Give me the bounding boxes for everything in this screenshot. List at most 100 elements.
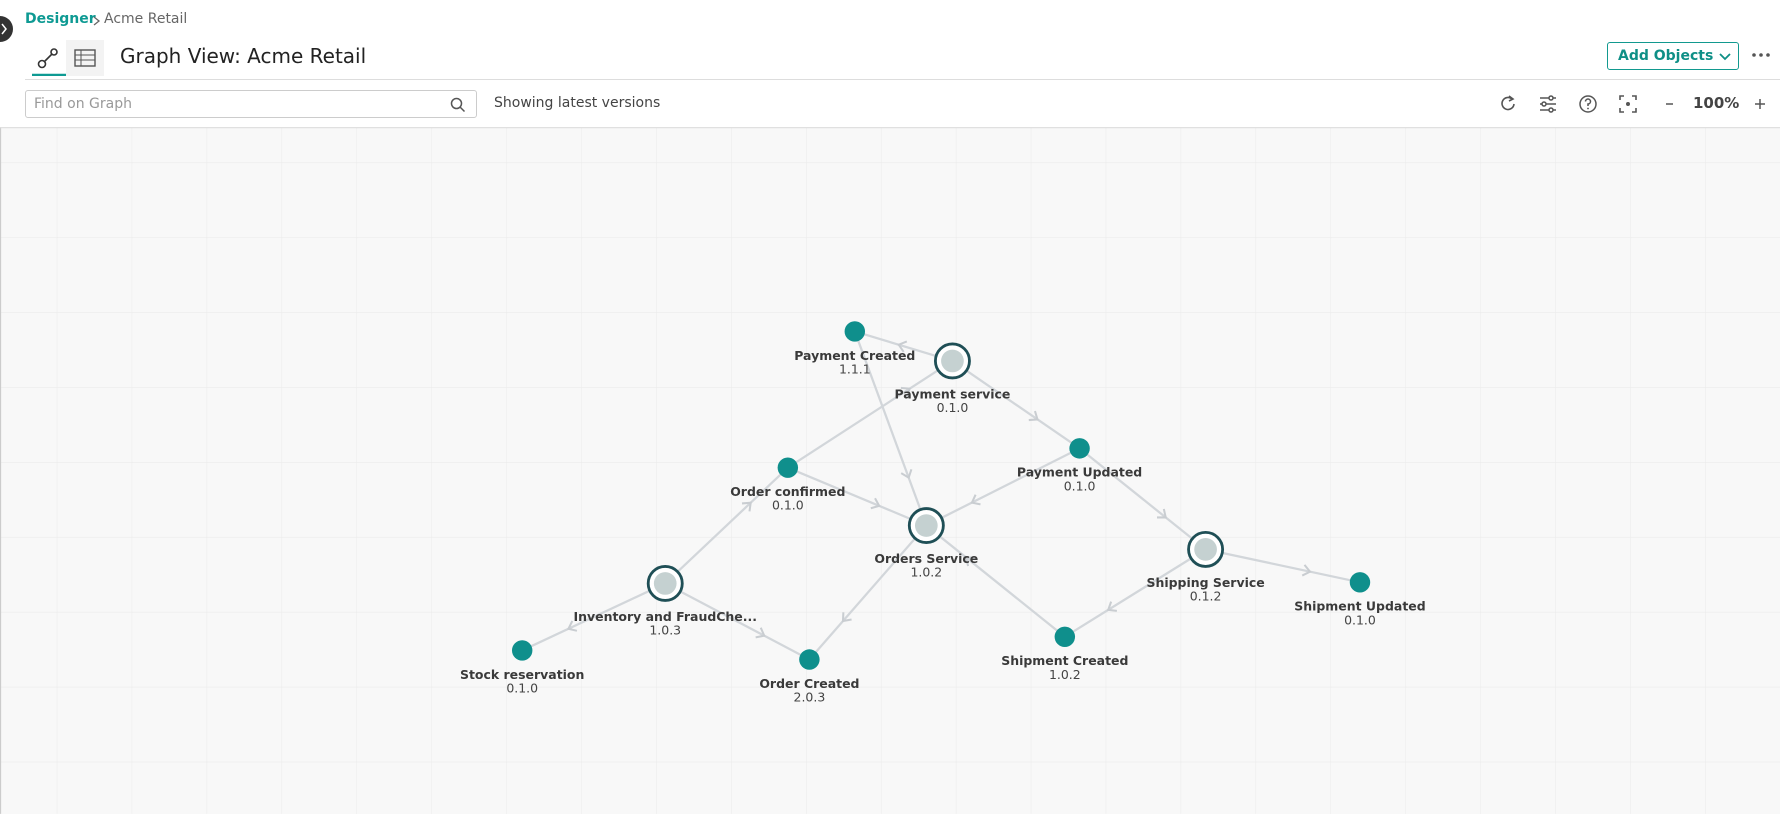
zoom-level: 100% [1693, 94, 1740, 112]
node-label: Payment Created [794, 348, 915, 363]
edge-arrow [1028, 410, 1039, 422]
edge [853, 331, 928, 526]
edge [925, 447, 1081, 527]
service-core [914, 514, 938, 537]
edge [521, 582, 666, 652]
node-version: 0.1.0 [937, 400, 969, 415]
edge-arrow [741, 501, 752, 512]
edge [787, 466, 927, 527]
search-box[interactable]: Find on Graph [25, 90, 477, 118]
more-menu[interactable] [1751, 50, 1771, 60]
edge [808, 524, 928, 661]
edge-arrow [1301, 564, 1312, 577]
node-version: 1.0.3 [649, 623, 681, 638]
node-version: 0.1.0 [1344, 612, 1376, 627]
refresh-icon[interactable] [1501, 95, 1515, 111]
edge [787, 360, 954, 469]
node-label: Payment service [894, 386, 1010, 401]
edge-arrow [755, 627, 766, 639]
node-version: 1.0.2 [1049, 667, 1081, 682]
edge-arrow [1157, 508, 1168, 519]
edge-arrow [970, 494, 981, 506]
node-label: Inventory and FraudChe... [573, 609, 756, 624]
event-node [1349, 572, 1371, 593]
event-node [1069, 438, 1090, 459]
node-label: Shipment Created [1001, 653, 1128, 668]
edge [951, 360, 1081, 450]
node-version: 0.1.0 [506, 680, 538, 695]
node-version: 0.1.0 [772, 498, 804, 513]
node-version: 1.1.1 [839, 361, 871, 376]
node-label: Stock reservation [460, 667, 584, 682]
divider [25, 79, 1780, 80]
edge-arrow [900, 386, 911, 398]
edge [664, 466, 789, 585]
search-icon [450, 97, 466, 113]
graph-controls [1501, 95, 1765, 113]
edge-arrow [1106, 601, 1118, 612]
edge-arrow [841, 612, 852, 623]
event-node [511, 640, 533, 661]
button-label: Add Objects [1618, 48, 1714, 64]
node-label: Shipping Service [1146, 575, 1264, 590]
service-core [653, 572, 677, 595]
edge-arrow [964, 556, 975, 567]
node-label: Payment Updated [1017, 465, 1142, 480]
graph-node[interactable]: Inventory and FraudChe...1.0.3 [573, 565, 757, 638]
service-core [1194, 538, 1217, 561]
breadcrumb-link[interactable]: Designer [25, 11, 96, 27]
event-node [777, 457, 799, 478]
service-core [941, 349, 964, 373]
graph-tab[interactable] [30, 40, 66, 76]
node-version: 0.1.0 [1064, 478, 1096, 493]
add-objects-button[interactable]: Add Objects [1607, 42, 1739, 70]
event-node [1054, 626, 1076, 648]
node-version: 2.0.3 [794, 690, 826, 705]
fit-icon[interactable] [1619, 95, 1637, 113]
table-tab[interactable] [66, 40, 104, 76]
edge [1064, 548, 1207, 638]
sidebar-toggle[interactable] [0, 15, 16, 43]
page-title: Graph View: Acme Retail [120, 44, 367, 68]
event-node [844, 321, 866, 342]
edge-arrow [897, 340, 908, 353]
node-label: Order Created [759, 676, 859, 691]
edges [521, 330, 1361, 661]
edge [1078, 447, 1207, 551]
version-status: Showing latest versions [494, 95, 661, 111]
zoom-in[interactable] [1755, 99, 1765, 109]
edge [1205, 548, 1361, 584]
event-node [799, 649, 820, 670]
edge [925, 524, 1066, 638]
node-label: Order confirmed [730, 484, 845, 499]
node-version: 1.0.2 [910, 565, 942, 580]
breadcrumb-current: Acme Retail [104, 11, 188, 27]
node-label: Shipment Updated [1294, 599, 1425, 614]
dropdown-caret [1719, 53, 1731, 61]
breadcrumb-separator [93, 16, 101, 26]
node-version: 0.1.2 [1190, 588, 1222, 603]
node-label: Orders Service [874, 551, 978, 566]
filter-icon[interactable] [1540, 95, 1556, 113]
canvas-grid [0, 127, 1780, 814]
edge [664, 582, 810, 661]
edge-arrow [900, 469, 913, 480]
help-icon[interactable] [1579, 95, 1597, 113]
search-placeholder: Find on Graph [34, 96, 132, 112]
edge-arrow [870, 497, 881, 510]
edge-arrow [566, 620, 578, 632]
